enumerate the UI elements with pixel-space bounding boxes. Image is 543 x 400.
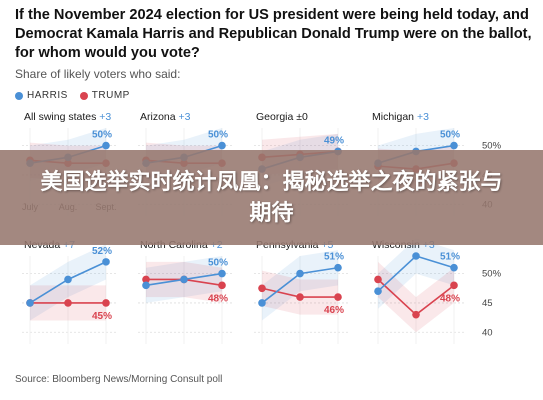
overlay-banner: 美国选举实时统计凤凰：揭秘选举之夜的紧张与期待 [0,150,543,245]
legend-label-harris: HARRIS [27,90,68,101]
harris-dot-icon [15,91,23,100]
harris-label-all-swing-states: 50% [92,130,112,141]
panel-title-arizona: Arizona +3 [140,111,191,123]
harris-point-all-swing-states [102,141,110,150]
trump-point-nevada [64,299,72,307]
harris-point-north-carolina [142,281,150,290]
trump-point-wisconsin [374,275,382,284]
harris-point-wisconsin [374,287,382,296]
trump-band-pennsylvania [262,270,338,315]
trump-label-north-carolina: 48% [208,293,228,304]
y-tick-50: 50% [482,141,502,152]
source-note: Source: Bloomberg News/Morning Consult p… [15,374,223,385]
legend-label-trump: TRUMP [91,90,130,101]
panel-name-arizona: Arizona [140,111,179,123]
trump-point-pennsylvania [334,293,342,301]
harris-point-pennsylvania [296,269,304,278]
panel-name-michigan: Michigan [372,111,417,123]
banner-text: 美国选举实时统计凤凰：揭秘选举之夜的紧张与期待 [40,169,503,226]
panel-margin-georgia: ±0 [296,111,308,123]
harris-point-wisconsin [412,252,420,260]
trump-label-pennsylvania: 46% [324,305,344,316]
legend-item-trump: TRUMP [79,90,130,101]
harris-label-arizona: 50% [208,130,228,141]
harris-point-wisconsin [450,263,458,272]
panel-title-michigan: Michigan +3 [372,111,429,123]
panel-margin-arizona: +3 [179,111,191,123]
harris-point-nevada [102,258,110,266]
legend-item-harris: HARRIS [15,90,68,101]
trump-point-north-carolina [142,275,150,284]
chart-subtitle: Share of likely voters who said: [15,67,181,81]
harris-label-pennsylvania: 51% [324,252,344,263]
trump-label-wisconsin: 48% [440,293,460,304]
harris-point-pennsylvania [334,263,342,272]
chart-title: If the November 2024 election for US pre… [15,7,532,61]
panel-title-all-swing-states: All swing states +3 [24,111,111,123]
harris-label-michigan: 50% [440,130,460,141]
legend: HARRIS TRUMP [15,90,130,101]
trump-point-pennsylvania [258,284,266,293]
harris-point-north-carolina [180,275,188,284]
panel-name-georgia: Georgia [256,111,296,123]
harris-point-nevada [26,299,34,307]
trump-point-pennsylvania [296,293,304,301]
harris-point-nevada [64,275,72,284]
harris-band-wisconsin [378,238,454,309]
trump-label-nevada: 45% [92,311,112,322]
harris-band-pennsylvania [262,250,338,321]
trump-dot-icon [79,91,88,100]
trump-point-wisconsin [450,281,458,290]
panel-margin-all-swing-states: +3 [99,111,111,123]
y-tick-50: 50% [482,269,502,280]
trump-point-nevada [102,299,110,307]
harris-label-georgia: 49% [324,135,344,146]
y-tick-45: 45 [482,298,493,309]
trump-band-wisconsin [378,261,454,333]
harris-point-pennsylvania [258,299,266,307]
harris-label-wisconsin: 51% [440,252,460,263]
panel-title-georgia: Georgia ±0 [256,111,308,123]
harris-point-michigan [450,141,458,150]
trump-point-north-carolina [218,281,226,290]
harris-label-nevada: 52% [92,246,112,257]
y-tick-40: 40 [482,327,493,338]
panel-margin-michigan: +3 [417,111,429,123]
harris-point-arizona [218,141,226,150]
harris-point-north-carolina [218,269,226,278]
trump-point-wisconsin [412,310,420,319]
harris-label-north-carolina: 50% [208,258,228,269]
panel-name-all-swing-states: All swing states [24,111,99,123]
